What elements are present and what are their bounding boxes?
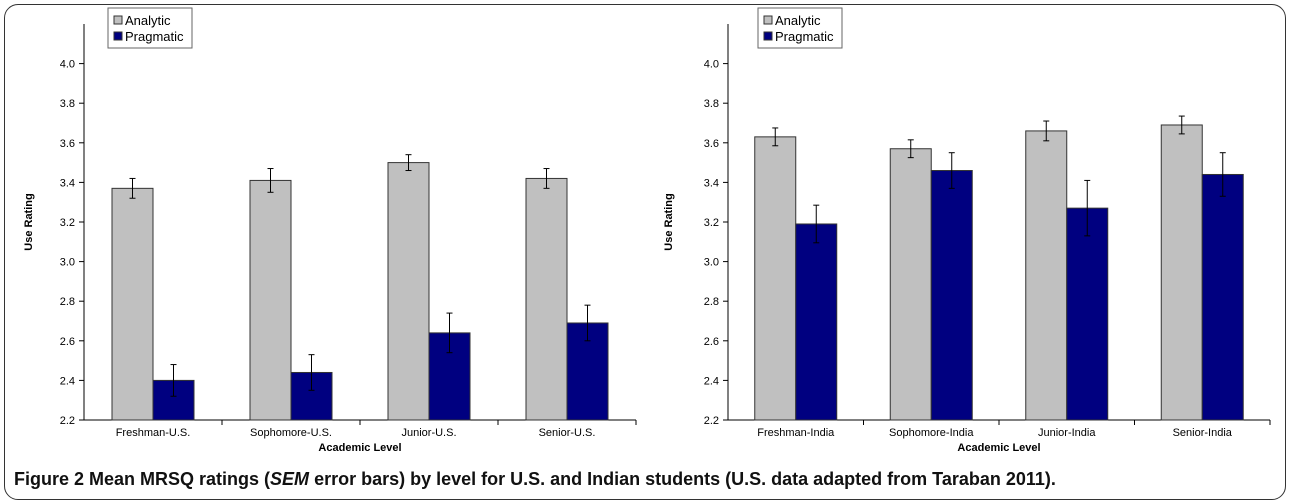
y-axis-label: Use Rating (23, 193, 35, 250)
caption-text-b: error bars) by level for U.S. and Indian… (309, 469, 1056, 489)
figure-label: Figure 2 (14, 469, 85, 489)
chart-2: 2.2 2.4 2.6 2.8 3.0 3.2 3.4 3.6 3.8 4.0 Use Rating… (663, 7, 1271, 454)
x-tick-label: Junior-U.S. (401, 427, 456, 439)
x-tick-label: Junior-India (1038, 427, 1096, 439)
bar-analytic-4 (1160, 124, 1203, 421)
y-tick-label: 3.0 (704, 257, 719, 269)
y-tick-label: 3.6 (60, 138, 75, 150)
y-tick-label: 4.0 (704, 59, 719, 71)
legend-box (757, 7, 843, 49)
y-tick-label: 3.6 (704, 138, 719, 150)
bar-pragmatic-4 (1201, 173, 1244, 421)
bar-analytic-2 (889, 148, 932, 421)
bar-analytic-4 (525, 177, 568, 421)
y-tick-label: 2.8 (60, 296, 75, 308)
caption-text-a: Mean MRSQ ratings ( (84, 469, 271, 489)
y-tick-label: 2.2 (704, 415, 719, 427)
x-tick-label: Sophomore-U.S. (250, 427, 332, 439)
legend-label-pragmatic: Pragmatic (125, 29, 184, 44)
legend-label-pragmatic: Pragmatic (775, 29, 834, 44)
x-tick-label: Freshman-U.S. (116, 427, 191, 439)
y-tick-label: 3.4 (704, 177, 719, 189)
figure-frame (4, 4, 1286, 500)
legend-label-analytic: Analytic (125, 13, 171, 28)
y-tick-label: 3.8 (60, 98, 75, 110)
y-tick-label: 2.6 (60, 336, 75, 348)
bar-pragmatic-3 (1066, 207, 1109, 421)
legend-swatch-pragmatic (763, 31, 773, 41)
caption-sem: SEM (270, 469, 310, 489)
legend-swatch-analytic (113, 15, 123, 25)
legend-label-analytic: Analytic (775, 13, 821, 28)
y-tick-label: 2.2 (60, 415, 75, 427)
bar-pragmatic-2 (930, 170, 973, 421)
bar-analytic-3 (1025, 130, 1068, 421)
y-tick-label: 3.2 (704, 217, 719, 229)
legend-swatch-pragmatic (113, 31, 123, 41)
y-tick-label: 2.6 (704, 336, 719, 348)
x-axis-label: Academic Level (957, 442, 1040, 454)
chart-1: 2.2 2.4 2.6 2.8 3.0 3.2 3.4 3.6 3.8 4.0 Use Rating… (23, 7, 637, 454)
bar-pragmatic-1 (795, 223, 838, 421)
y-tick-label: 2.8 (704, 296, 719, 308)
y-tick-label: 3.4 (60, 177, 75, 189)
legend-swatch-analytic (763, 15, 773, 25)
y-axis-label: Use Rating (663, 193, 675, 250)
x-axis-label: Academic Level (318, 442, 401, 454)
bar-pragmatic-1 (152, 379, 195, 421)
y-tick-label: 2.4 (60, 375, 75, 387)
y-tick-label: 4.0 (60, 59, 75, 71)
bar-analytic-2 (249, 179, 292, 421)
bar-analytic-1 (111, 187, 154, 421)
y-tick-label: 3.2 (60, 217, 75, 229)
legend-box (107, 7, 193, 49)
figure-caption: Figure 2 Mean MRSQ ratings (SEM error ba… (14, 469, 1284, 490)
x-tick-label: Sophomore-India (889, 427, 974, 439)
y-tick-label: 3.8 (704, 98, 719, 110)
x-tick-label: Senior-India (1173, 427, 1233, 439)
y-tick-label: 3.0 (60, 257, 75, 269)
x-tick-label: Freshman-India (757, 427, 835, 439)
y-tick-label: 2.4 (704, 375, 719, 387)
x-tick-label: Senior-U.S. (539, 427, 596, 439)
bar-analytic-3 (387, 162, 430, 421)
bar-analytic-1 (754, 136, 797, 421)
